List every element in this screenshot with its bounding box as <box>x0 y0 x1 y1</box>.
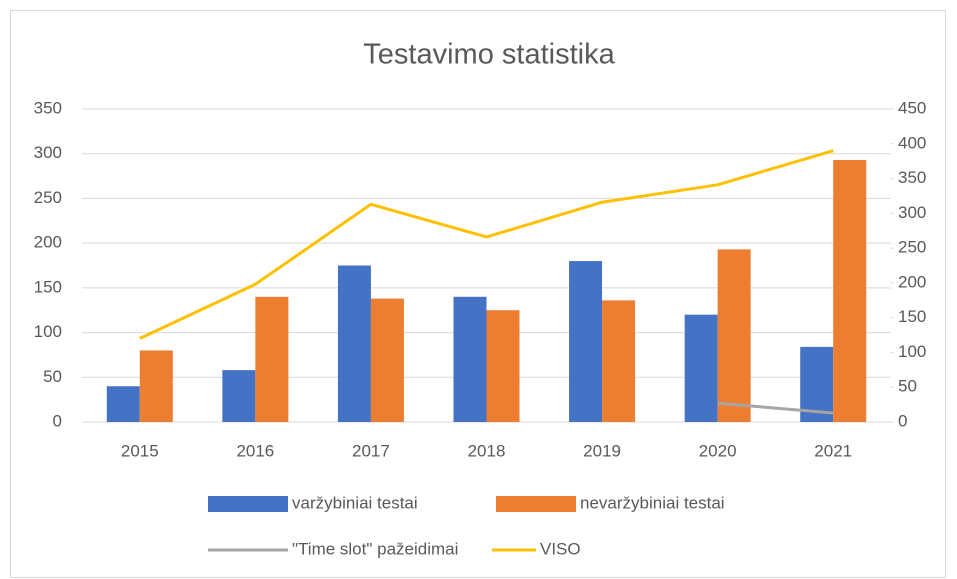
y-tick-label: 100 <box>34 322 62 341</box>
bar <box>222 370 256 422</box>
y2-tick-label: 450 <box>898 98 926 117</box>
chart-title: Testavimo statistika <box>363 39 615 71</box>
legend-label: varžybiniai testai <box>292 493 418 512</box>
y2-tick-label: 400 <box>898 133 926 152</box>
bar <box>833 159 867 422</box>
x-tick-label: 2015 <box>121 441 159 460</box>
bar <box>453 296 487 422</box>
bar <box>569 261 603 422</box>
y2-tick-label: 0 <box>898 411 907 430</box>
y2-tick-label: 350 <box>898 168 926 187</box>
x-tick-label: 2021 <box>814 441 852 460</box>
x-tick-label: 2017 <box>352 441 390 460</box>
bar <box>602 300 636 422</box>
bar <box>106 386 140 422</box>
y2-tick-label: 300 <box>898 203 926 222</box>
legend-label: nevaržybiniai testai <box>580 493 725 512</box>
y2-tick-label: 250 <box>898 238 926 257</box>
y2-tick-label: 150 <box>898 307 926 326</box>
y-tick-label: 350 <box>34 98 62 117</box>
bar <box>337 265 371 422</box>
y2-tick-label: 100 <box>898 342 926 361</box>
x-tick-label: 2020 <box>699 441 737 460</box>
y-tick-label: 200 <box>34 233 62 252</box>
bar <box>486 310 520 422</box>
line <box>717 401 834 415</box>
y-tick-label: 300 <box>34 143 62 162</box>
y2-tick-label: 50 <box>898 377 917 396</box>
y-tick-label: 250 <box>34 188 62 207</box>
x-tick-label: 2019 <box>583 441 621 460</box>
y2-tick-label: 200 <box>898 272 926 291</box>
bar <box>139 350 173 422</box>
legend-swatch <box>208 496 288 512</box>
bar <box>370 298 404 422</box>
y-tick-label: 0 <box>53 411 62 430</box>
bar <box>255 296 289 422</box>
legend-label: VISO <box>540 539 581 558</box>
bar <box>684 314 718 422</box>
legend-label: "Time slot" pažeidimai <box>292 539 458 558</box>
chart-border <box>10 10 946 578</box>
line <box>139 149 834 340</box>
x-tick-label: 2018 <box>468 441 506 460</box>
bar <box>717 249 751 422</box>
y-tick-label: 150 <box>34 277 62 296</box>
y-tick-label: 50 <box>43 367 62 386</box>
x-tick-label: 2016 <box>236 441 274 460</box>
legend-swatch <box>496 496 576 512</box>
